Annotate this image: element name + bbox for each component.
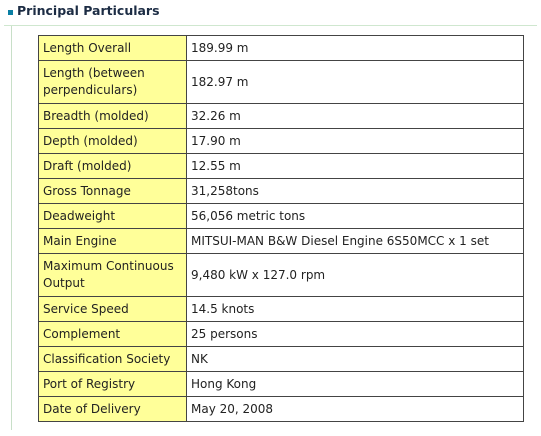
row-value: NK [186,346,524,372]
table-row: Classification Society NK [38,346,524,372]
table-row: Service Speed 14.5 knots [38,296,524,322]
row-value: 9,480 kW x 127.0 rpm [186,253,524,297]
row-label: Deadweight [38,203,187,229]
row-label: Breadth (molded) [38,103,187,129]
table-row: Maximum Continuous Output 9,480 kW x 127… [38,253,524,297]
row-label: Complement [38,321,187,347]
row-value: 56,056 metric tons [186,203,524,229]
square-bullet-icon [8,10,13,15]
row-label: Maximum Continuous Output [38,253,187,297]
table-row: Main Engine MITSUI-MAN B&W Diesel Engine… [38,228,524,254]
row-label: Depth (molded) [38,128,187,154]
row-label: Date of Delivery [38,396,187,422]
table-row: Complement 25 persons [38,321,524,347]
table-row: Port of Registry Hong Kong [38,371,524,397]
row-label: Gross Tonnage [38,178,187,204]
table-row: Length Overall 189.99 m [38,35,524,61]
row-value: MITSUI-MAN B&W Diesel Engine 6S50MCC x 1… [186,228,524,254]
section-header: Principal Particulars [4,0,537,26]
row-label: Classification Society [38,346,187,372]
particulars-table: Length Overall 189.99 m Length (between … [38,35,524,422]
table-row: Draft (molded) 12.55 m [38,153,524,179]
table-row: Length (between perpendiculars) 182.97 m [38,60,524,104]
row-value: 189.99 m [186,35,524,61]
table-row: Depth (molded) 17.90 m [38,128,524,154]
table-row: Deadweight 56,056 metric tons [38,203,524,229]
row-value: 14.5 knots [186,296,524,322]
section-title: Principal Particulars [17,3,160,18]
row-value: 182.97 m [186,60,524,104]
row-value: May 20, 2008 [186,396,524,422]
table-row: Date of Delivery May 20, 2008 [38,396,524,422]
row-value: 17.90 m [186,128,524,154]
row-value: 25 persons [186,321,524,347]
divider [11,26,12,430]
row-value: 31,258tons [186,178,524,204]
row-label: Length Overall [38,35,187,61]
row-label: Service Speed [38,296,187,322]
table-row: Gross Tonnage 31,258tons [38,178,524,204]
row-value: 12.55 m [186,153,524,179]
table-row: Breadth (molded) 32.26 m [38,103,524,129]
row-label: Length (between perpendiculars) [38,60,187,104]
row-label: Port of Registry [38,371,187,397]
row-value: 32.26 m [186,103,524,129]
row-value: Hong Kong [186,371,524,397]
row-label: Main Engine [38,228,187,254]
row-label: Draft (molded) [38,153,187,179]
